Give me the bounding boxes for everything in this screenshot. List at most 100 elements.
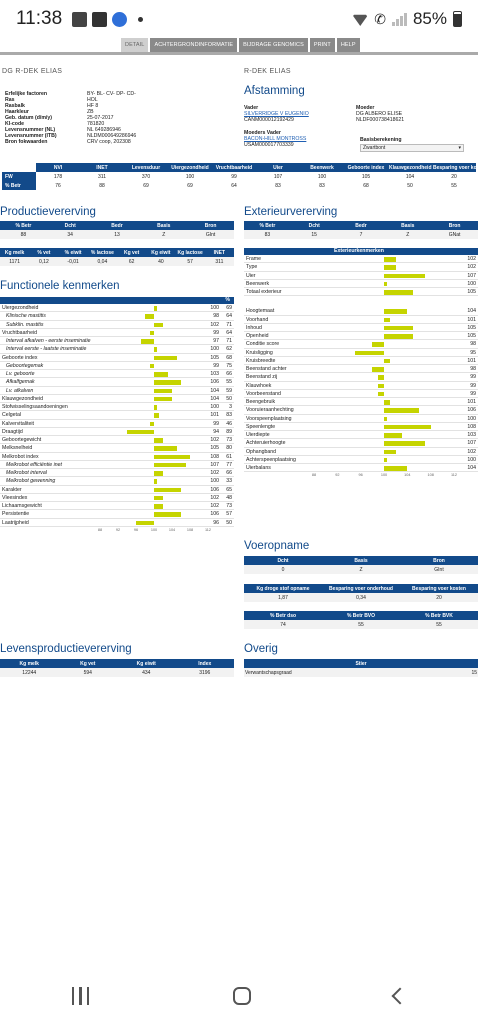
column-header: % Betr bbox=[244, 221, 291, 230]
trait-pct: 61 bbox=[226, 453, 232, 460]
tab-bijdrage-genomics[interactable]: BIJDRAGE GENOMICS bbox=[239, 38, 308, 52]
column-header: % vet bbox=[29, 248, 59, 257]
tab-detail[interactable]: DETAIL bbox=[121, 38, 149, 52]
axis-tick-label: 88 bbox=[311, 473, 317, 478]
axis-tick-label: 100 bbox=[150, 527, 158, 532]
tab-achtergrondinformatie[interactable]: ACHTERGRONDINFORMATIE bbox=[150, 38, 238, 52]
trait-pct: 71 bbox=[226, 321, 232, 328]
trait-row: Lv. afkalven 104 59 bbox=[0, 387, 234, 395]
voeropname-title: Voeropname bbox=[244, 540, 310, 552]
trait-row: Klinische mastitis 98 64 bbox=[0, 312, 234, 321]
basis-select[interactable]: Zwartbont ▾ bbox=[360, 144, 464, 152]
trait-value: 105 bbox=[467, 324, 476, 331]
trait-value: 104 bbox=[210, 395, 219, 402]
trait-bar bbox=[149, 330, 154, 336]
trait-bar bbox=[149, 421, 154, 426]
trait-bar bbox=[384, 400, 390, 405]
trait-value: 100 bbox=[467, 456, 476, 463]
trait-value: 101 bbox=[467, 399, 476, 405]
table-cell: 68 bbox=[363, 182, 369, 189]
table-cell: 76 bbox=[55, 182, 61, 189]
table-cell: 74 bbox=[280, 621, 286, 628]
trait-bar bbox=[154, 396, 172, 402]
trait-pct: 59 bbox=[226, 387, 232, 394]
table-row: 1,87 0,34 20 bbox=[244, 593, 478, 602]
trait-value: 101 bbox=[210, 412, 219, 419]
trait-value: 102 bbox=[210, 470, 219, 476]
trait-row: Melkrobot gewenning 100 33 bbox=[0, 477, 234, 486]
trait-bar bbox=[384, 416, 387, 421]
trait-row: Geboortegewicht 102 73 bbox=[0, 436, 234, 445]
vader-link[interactable]: SILVERRIDGE V EUGENIO bbox=[244, 111, 309, 117]
table-cell: Z bbox=[406, 231, 410, 238]
column-header: Besparing voer kosten bbox=[432, 163, 476, 172]
table-cell: 434 bbox=[142, 669, 151, 676]
trait-label: Totaal exterieur bbox=[246, 289, 282, 295]
trait-row: Stofwisselingsaandoeningen 100 3 bbox=[0, 403, 234, 412]
trait-value: 105 bbox=[210, 445, 219, 452]
column-header: % Betr bbox=[0, 221, 47, 230]
table-header-row: NVI INET Levensduur Uiergezondheid Vruchtbaa… bbox=[2, 163, 476, 172]
productie-table-2: Kg melk% vet% eiwit% lactose Kg vet Kg eiw… bbox=[0, 248, 234, 266]
trait-row: Beengebruik 101 bbox=[244, 398, 478, 407]
bar-axis: 88 92 96 100 104 108 112 bbox=[244, 472, 478, 480]
trait-value: 106 bbox=[210, 379, 219, 386]
trait-row: Frame 102 bbox=[244, 255, 478, 264]
table-cell: 99 bbox=[231, 173, 237, 180]
column-header: Kg eiwit bbox=[146, 248, 176, 257]
trait-row: Speenlengte 108 bbox=[244, 423, 478, 431]
axis-tick-label: 104 bbox=[404, 473, 411, 478]
table-cell: GInt bbox=[434, 566, 444, 573]
recents-icon[interactable] bbox=[71, 987, 90, 1005]
column-header: Geboorte index bbox=[344, 163, 388, 172]
table-cell: Z bbox=[162, 231, 166, 238]
trait-pct: 48 bbox=[226, 494, 232, 501]
trait-row: Lv. geboorte 103 66 bbox=[0, 370, 234, 379]
trait-label: Celgetal bbox=[2, 412, 22, 419]
column-header: % lactose bbox=[87, 248, 117, 257]
table-cell: 100 bbox=[317, 173, 327, 180]
trait-pct: 64 bbox=[226, 329, 232, 336]
chevron-down-icon: ▾ bbox=[458, 145, 461, 151]
trait-bar bbox=[154, 347, 157, 352]
trait-label: Geboortegemak bbox=[6, 362, 44, 369]
info-row: Erfelijke factoren BY- BL- CV- DP- CD- bbox=[5, 91, 136, 97]
info-value: ZB bbox=[87, 109, 94, 115]
column-header: INET bbox=[80, 163, 124, 172]
trait-value: 99 bbox=[213, 329, 219, 336]
trait-value: 100 bbox=[210, 478, 219, 485]
home-icon[interactable] bbox=[232, 987, 251, 1005]
trait-row: Draagtijd 94 89 bbox=[0, 428, 234, 436]
trait-label: Interval afkalven - eerste inseminatie bbox=[6, 338, 91, 344]
info-key: Levensnummer (NL) bbox=[5, 127, 56, 133]
trait-row: Subklin. mastitis 102 71 bbox=[0, 321, 234, 329]
trait-label: Karakter bbox=[2, 486, 22, 493]
trait-value: 94 bbox=[213, 428, 219, 435]
moedersvader-link[interactable]: BACON-HILL MONTROSS bbox=[244, 136, 307, 142]
trait-label: Voorhand bbox=[246, 316, 269, 323]
tab-help[interactable]: HELP bbox=[336, 38, 360, 52]
table-header-row: Kg melk% vet% eiwit% lactose Kg vet Kg eiw… bbox=[0, 248, 234, 257]
trait-bar bbox=[384, 466, 408, 471]
column-header: Bron bbox=[187, 221, 234, 230]
back-icon[interactable] bbox=[391, 987, 409, 1005]
tab-print[interactable]: PRINT bbox=[309, 38, 335, 52]
trait-row: Achteruierhoogte 107 bbox=[244, 439, 478, 448]
battery-percent: 85% bbox=[412, 9, 447, 28]
trait-row: Uiergezondheid 100 69 bbox=[0, 304, 234, 313]
trait-value: 105 bbox=[210, 354, 219, 361]
axis-tick-label: 104 bbox=[168, 527, 176, 532]
voeropname-table-1: Dcht Basis Bron 0 Z GInt bbox=[244, 556, 478, 574]
trait-row: Uier 107 bbox=[244, 272, 478, 280]
trait-value: 107 bbox=[210, 461, 219, 468]
trait-row: Vooruieraanhechting 106 bbox=[244, 406, 478, 415]
column-header: Kg eiwit bbox=[117, 659, 176, 668]
trait-pct: 66 bbox=[226, 371, 232, 377]
info-key: Levensnummer (ITB) bbox=[5, 133, 57, 139]
table-header-row: Kg melk Kg vet Kg eiwit Index bbox=[0, 659, 234, 668]
axis-tick-label: 112 bbox=[204, 527, 212, 532]
table-header-row: % Betr dso% Betr BVO% Betr BVK bbox=[244, 611, 478, 620]
trait-row: Melkrobot index 108 61 bbox=[0, 453, 234, 461]
info-value: NL 649286946 bbox=[87, 127, 121, 133]
trait-bar bbox=[154, 487, 181, 492]
